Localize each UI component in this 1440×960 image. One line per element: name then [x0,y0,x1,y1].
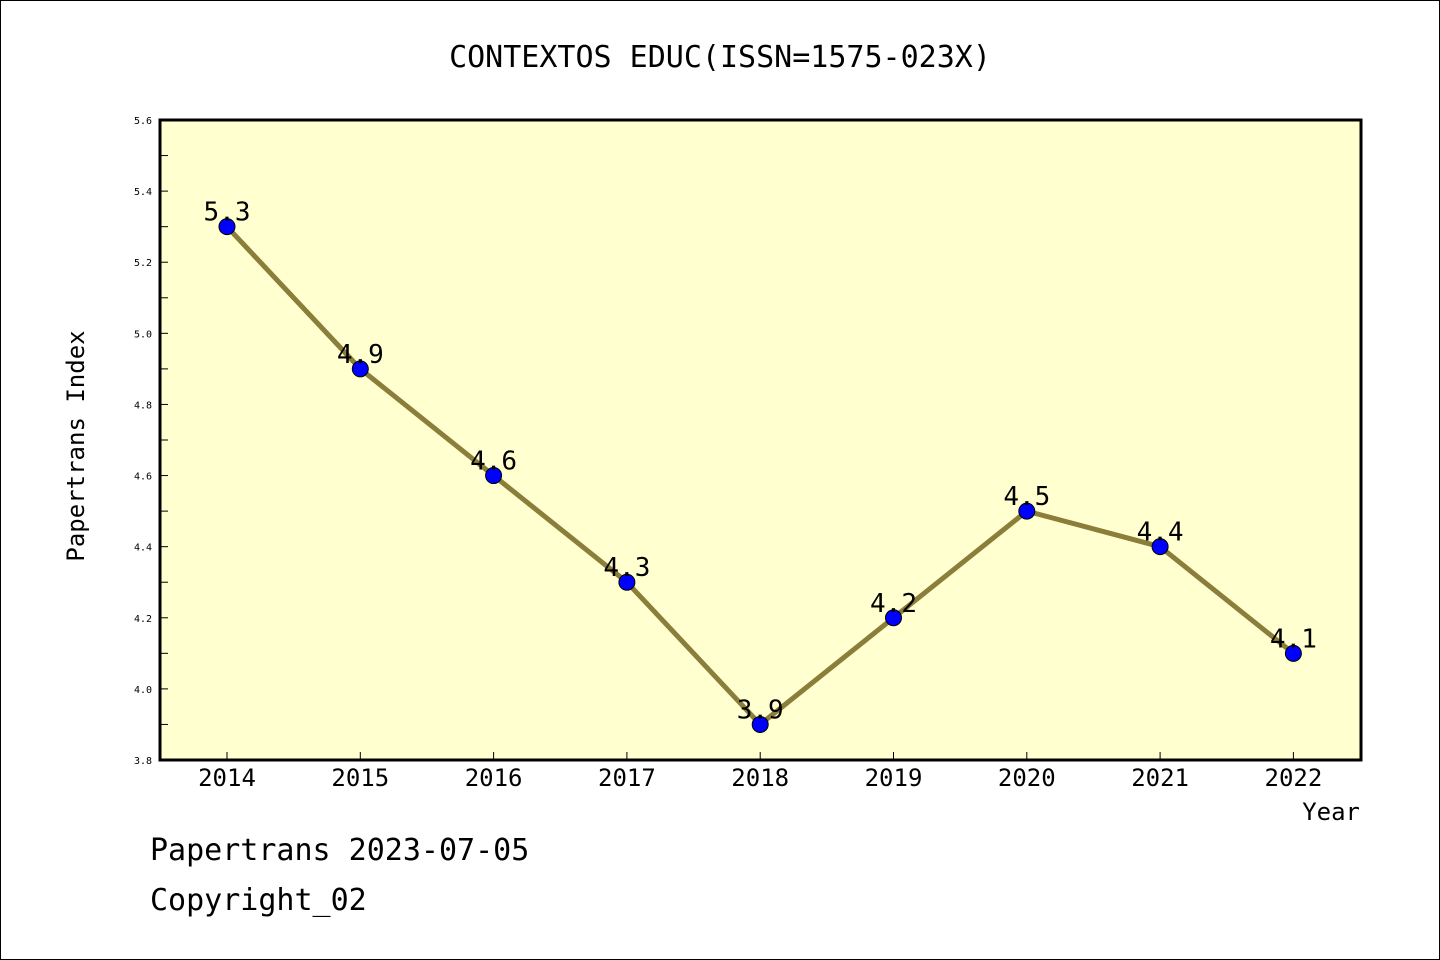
data-point [885,609,902,627]
data-point [485,467,503,485]
footer-date: Papertrans 2023-07-05 [150,833,530,868]
series-markers [218,218,1302,733]
y-tick-label: 5.0 [134,329,152,340]
data-point [1284,644,1302,662]
data-point [218,218,236,236]
y-tick-label: 4.6 [134,472,152,483]
plot-border [158,118,1363,762]
x-tick-label: 2019 [865,764,923,792]
footer-copyright: Copyright_02 [150,883,367,918]
x-tick-label: 2018 [731,764,789,792]
data-label: 5.3 [204,198,251,228]
y-tick-label: 5.2 [134,258,152,269]
plot-area [160,120,1361,760]
data-label: 4.2 [870,589,917,619]
data-point [351,360,369,378]
y-tick-label: 4.2 [134,614,152,625]
data-point [1018,502,1036,520]
data-label: 4.4 [1137,518,1184,548]
data-label: 4.5 [1003,482,1050,512]
x-tick-label: 2020 [998,764,1056,792]
data-label: 4.3 [603,553,650,583]
data-label: 4.6 [470,447,517,477]
x-tick-label: 2017 [598,764,656,792]
data-point [751,715,769,733]
x-tick-label: 2015 [331,764,389,792]
data-point [1151,538,1169,556]
x-axis-label: Year [1302,798,1360,826]
x-tick-label: 2014 [198,764,256,792]
chart-title: CONTEXTOS EDUC(ISSN=1575-023X) [449,40,991,75]
data-label: 4.9 [337,340,384,370]
y-tick-label: 4.8 [134,400,152,411]
y-tick-label: 5.6 [134,116,152,127]
y-axis-label: Papertrans Index [62,330,90,561]
data-label: 4.1 [1270,624,1317,654]
data-label: 3.9 [737,695,784,725]
x-tick-label: 2022 [1265,764,1323,792]
y-axis: 3.8 4.0 4.2 4.4 4.6 4.8 5.0 5.2 5.4 5.6 [134,116,168,767]
x-axis: 2014 2015 2016 2017 2018 2019 2020 2021 2022 [198,752,1322,792]
y-tick-label: 4.0 [134,685,152,696]
x-tick-label: 2016 [465,764,523,792]
y-tick-label: 3.8 [134,756,152,767]
y-tick-label: 4.4 [134,543,152,554]
data-labels: 5.3 4.9 4.6 4.3 3.9 4.2 4.5 4.4 4.1 [204,198,1317,726]
x-tick-label: 2021 [1131,764,1189,792]
data-point [618,573,636,591]
y-tick-label: 5.4 [134,187,152,198]
